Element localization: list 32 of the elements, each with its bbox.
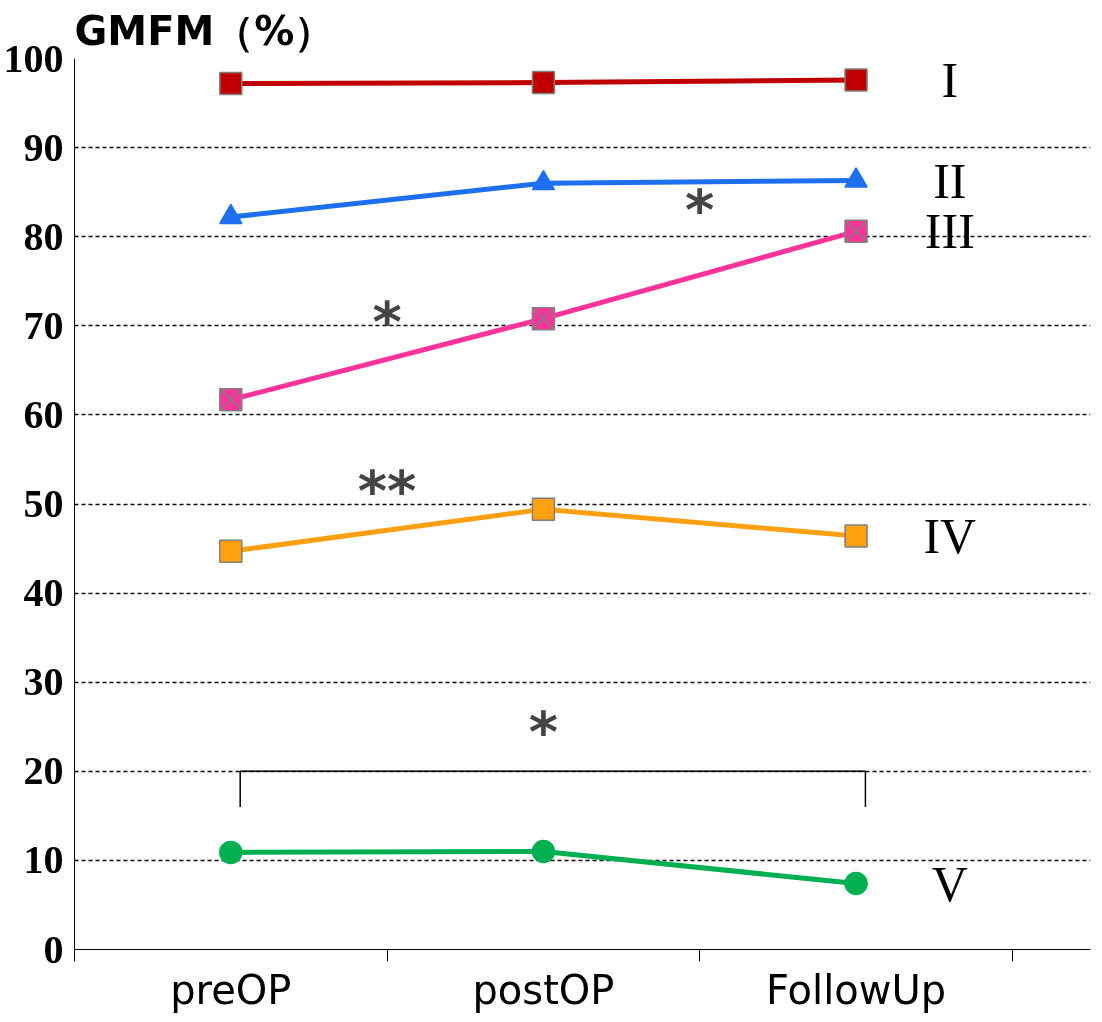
- point: [219, 388, 243, 412]
- y-tick-label: 60: [23, 391, 64, 437]
- x-tick-label: FollowUp: [765, 966, 947, 1013]
- point: [219, 71, 243, 96]
- y-tick-label: 30: [23, 659, 64, 705]
- y-tick-label: 40: [23, 570, 64, 616]
- y-tick-label: 50: [23, 481, 64, 526]
- y-tick-label: 80: [23, 213, 64, 259]
- y-tick-label: 100: [3, 35, 64, 81]
- point: [844, 68, 868, 92]
- series-label: I: [941, 51, 959, 108]
- annotation: *: [685, 177, 715, 243]
- series-label: IV: [923, 508, 977, 565]
- x-tick-label: preOP: [170, 966, 292, 1013]
- annotation: **: [357, 458, 417, 524]
- point: [844, 219, 868, 244]
- point: [531, 839, 556, 864]
- y-tick-label: 10: [23, 837, 64, 883]
- annotation: *: [528, 698, 559, 764]
- x-tick-label: postOP: [472, 966, 615, 1013]
- point: [844, 524, 868, 548]
- y-tick-label: 90: [23, 124, 64, 170]
- y-tick-label: 0: [43, 926, 64, 972]
- series-label: V: [931, 855, 968, 912]
- point: [531, 497, 556, 522]
- y-tick-label: 20: [23, 748, 64, 794]
- point: [844, 871, 868, 896]
- y-tick-label: 70: [23, 302, 64, 348]
- point: [531, 70, 556, 95]
- point: [219, 840, 243, 865]
- point: [219, 539, 243, 563]
- chart-title: GMFM（%）: [74, 7, 335, 54]
